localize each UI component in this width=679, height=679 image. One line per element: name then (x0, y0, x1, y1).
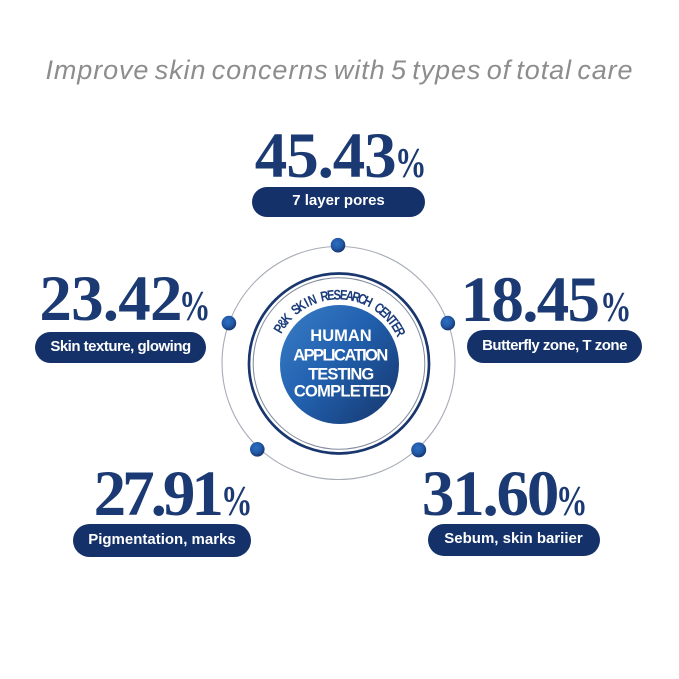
svg-text:E: E (326, 287, 335, 303)
svg-text:COMPLETED: COMPLETED (294, 383, 392, 401)
svg-text:APPLICATION: APPLICATION (293, 346, 387, 364)
svg-text:TESTING: TESTING (308, 366, 373, 384)
svg-text:R: R (319, 288, 330, 305)
svg-text:R: R (350, 289, 362, 306)
svg-text:A: A (345, 288, 356, 305)
svg-text:S: S (333, 287, 341, 303)
svg-text:E: E (339, 287, 348, 303)
svg-text:HUMAN: HUMAN (310, 327, 371, 345)
svg-text:I: I (302, 295, 312, 310)
